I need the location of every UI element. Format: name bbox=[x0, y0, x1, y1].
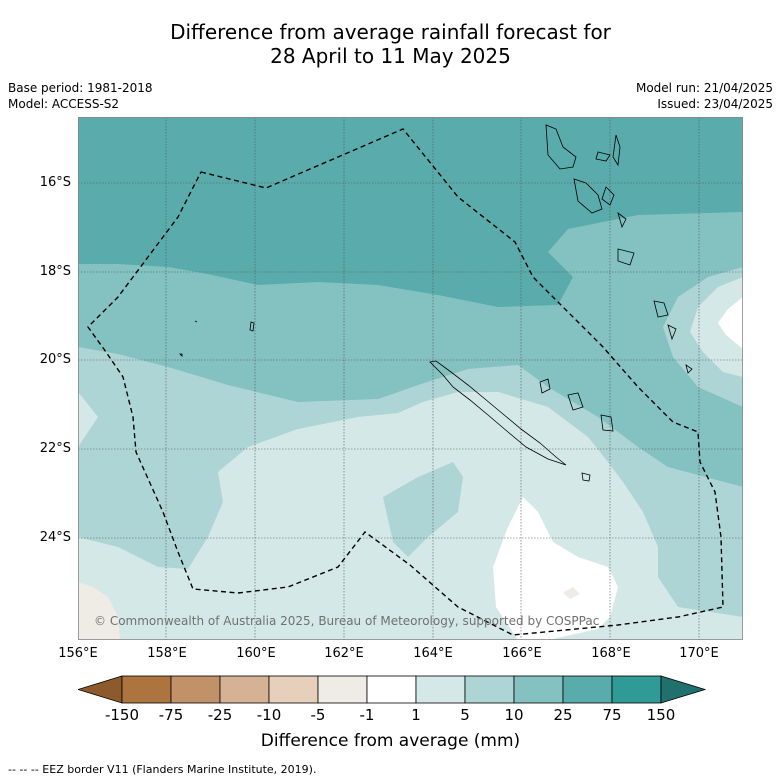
colorbar-cell bbox=[121, 675, 172, 704]
lat-label: 24°S bbox=[39, 530, 71, 545]
lat-label: 20°S bbox=[39, 352, 71, 367]
band-neutral bbox=[493, 497, 618, 640]
lat-label: 18°S bbox=[39, 264, 71, 279]
colorbar-cell bbox=[611, 675, 662, 704]
lon-label: 156°E bbox=[58, 646, 98, 661]
colorbar-tick: -10 bbox=[256, 706, 282, 724]
colorbar-tick: -25 bbox=[207, 706, 233, 724]
colorbar-extend-low bbox=[78, 675, 123, 704]
colorbar-cell bbox=[268, 675, 319, 704]
colorbar-tick: -1 bbox=[359, 706, 375, 724]
colorbar-cell bbox=[170, 675, 221, 704]
colorbar-tick: 1 bbox=[411, 706, 421, 724]
eez-border bbox=[87, 128, 724, 636]
colorbar-cell bbox=[366, 675, 417, 704]
colorbar-tick: 25 bbox=[553, 706, 573, 724]
copyright-note: © Commonwealth of Australia 2025, Bureau… bbox=[94, 614, 600, 628]
lat-label: 22°S bbox=[39, 441, 71, 456]
colorbar-cell bbox=[415, 675, 466, 704]
colorbar-extend-high bbox=[660, 675, 706, 704]
band-75 bbox=[78, 117, 743, 307]
colorbar-cell bbox=[464, 675, 515, 704]
colorbar-tick: -5 bbox=[310, 706, 326, 724]
lon-label: 160°E bbox=[236, 646, 276, 661]
band-dry bbox=[78, 582, 120, 640]
vanuatu-coast bbox=[545, 124, 693, 482]
map-title: Difference from average rainfall forecas… bbox=[0, 20, 781, 68]
lon-label: 162°E bbox=[324, 646, 364, 661]
rainfall-map bbox=[78, 117, 743, 640]
colorbar-cell bbox=[513, 675, 564, 704]
colorbar-cell bbox=[219, 675, 270, 704]
band-5-10-island bbox=[383, 462, 463, 557]
colorbar bbox=[78, 675, 706, 704]
band-neutral-east bbox=[718, 297, 743, 349]
colorbar-cell bbox=[317, 675, 368, 704]
lon-label: 158°E bbox=[147, 646, 187, 661]
issued-date: Issued: 23/04/2025 bbox=[657, 97, 773, 111]
meta-right: Model run: 21/04/2025 Issued: 23/04/2025 bbox=[636, 80, 773, 112]
colorbar-cell bbox=[562, 675, 613, 704]
base-period: Base period: 1981-2018 bbox=[8, 81, 153, 95]
title-line-1: Difference from average rainfall forecas… bbox=[170, 20, 611, 44]
title-line-2: 28 April to 11 May 2025 bbox=[270, 44, 511, 68]
colorbar-tick: -150 bbox=[104, 706, 140, 724]
eez-footnote: -- -- -- EEZ border V11 (Flanders Marine… bbox=[8, 763, 317, 776]
model-run: Model run: 21/04/2025 bbox=[635, 81, 773, 95]
colorbar-tick: -75 bbox=[158, 706, 184, 724]
small-islands-west bbox=[179, 320, 255, 357]
loyalty-islands bbox=[539, 378, 614, 432]
lon-label: 166°E bbox=[502, 646, 542, 661]
band-1-5-east bbox=[690, 277, 743, 377]
colorbar-tick: 75 bbox=[602, 706, 622, 724]
colorbar-tick: 150 bbox=[646, 706, 676, 724]
model-name: Model: ACCESS-S2 bbox=[8, 97, 120, 111]
lon-label: 164°E bbox=[413, 646, 453, 661]
lon-label: 170°E bbox=[679, 646, 719, 661]
meta-left: Base period: 1981-2018 Model: ACCESS-S2 bbox=[8, 80, 153, 112]
small-dry-patch bbox=[563, 587, 580, 599]
lat-label: 16°S bbox=[39, 175, 71, 190]
lon-label: 168°E bbox=[591, 646, 631, 661]
colorbar-title: Difference from average (mm) bbox=[260, 731, 521, 751]
colorbar-tick: 10 bbox=[504, 706, 524, 724]
colorbar-tick: 5 bbox=[460, 706, 470, 724]
new-caledonia-coast bbox=[429, 360, 567, 466]
